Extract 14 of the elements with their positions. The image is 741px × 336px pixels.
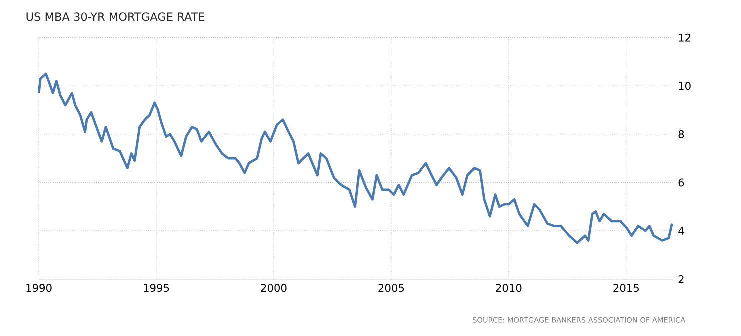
y-tick-label: 12	[679, 34, 690, 42]
x-tick-label: 1995	[144, 284, 170, 292]
y-tick-label: 4	[678, 227, 684, 235]
x-tick-label: 2015	[614, 284, 639, 292]
chart-title: US MBA 30-YR MORTGAGE RATE	[26, 12, 205, 22]
line-series	[38, 72, 674, 244]
x-tick-label: 2010	[496, 284, 522, 292]
x-tick-label: 2005	[378, 284, 404, 292]
x-tick-label: 1990	[26, 284, 52, 292]
y-tick-label: 2	[678, 275, 684, 284]
y-tick-label: 6	[678, 178, 684, 187]
y-tick-label: 8	[678, 130, 684, 138]
x-tick-label: 2000	[261, 284, 287, 292]
y-tick-label: 10	[679, 82, 691, 90]
